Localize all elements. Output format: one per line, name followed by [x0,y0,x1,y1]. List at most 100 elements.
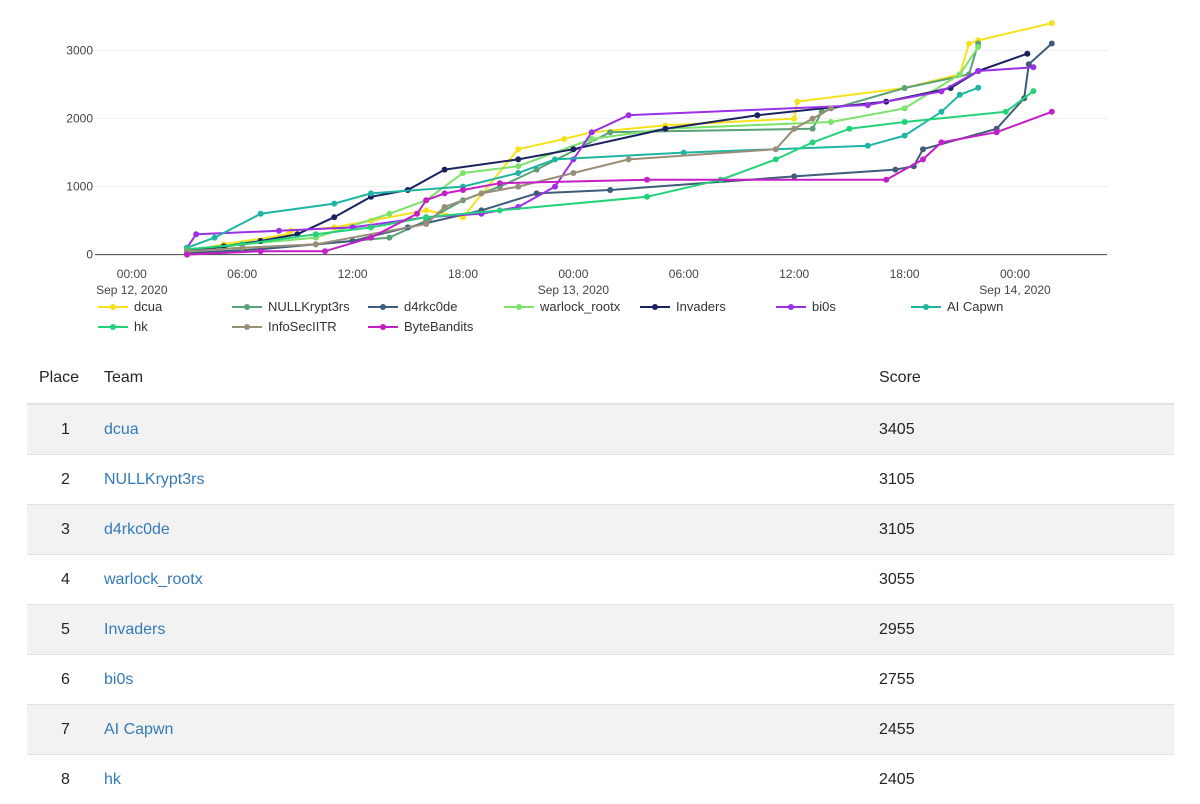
team-link[interactable]: hk [104,771,121,788]
legend-swatch [232,321,262,333]
place-cell: 7 [27,705,104,755]
series-warlock-rootx [184,44,981,255]
data-point [423,214,429,220]
data-point [791,173,797,179]
data-point [828,119,834,125]
team-link[interactable]: d4rkc0de [104,521,170,538]
team-link[interactable]: NULLKrypt3rs [104,471,204,488]
data-point [515,163,521,169]
legend-swatch [911,301,941,313]
data-point [1030,88,1036,94]
legend-swatch-dot [380,304,386,310]
y-tick-label: 3000 [66,44,93,58]
data-point [552,184,558,190]
place-cell: 2 [27,455,104,505]
table-row: 7 AI Capwn 2455 [27,705,1174,755]
x-tick-label: 06:00 [669,267,699,281]
series-line [187,88,978,248]
team-link[interactable]: dcua [104,421,139,438]
data-point [460,170,466,176]
data-point [957,92,963,98]
header-score: Score [879,352,1174,404]
data-point [460,187,466,193]
place-cell: 4 [27,555,104,605]
legend-swatch [776,301,806,313]
data-point [966,41,972,47]
legend-item[interactable]: AI Capwn [911,299,1003,314]
legend-item[interactable]: d4rkc0de [368,299,457,314]
legend-swatch [232,301,262,313]
data-point [258,248,264,254]
legend-swatch-dot [516,304,522,310]
legend-swatch-dot [244,304,250,310]
data-point [810,139,816,145]
data-point [892,167,898,173]
legend-swatch-dot [652,304,658,310]
data-point [414,211,420,217]
data-point [920,146,926,152]
legend-item[interactable]: warlock_rootx [504,299,620,314]
data-point [773,156,779,162]
legend-swatch-dot [244,324,250,330]
data-point [442,167,448,173]
data-point [515,170,521,176]
legend-swatch [98,321,128,333]
team-link[interactable]: Invaders [104,621,165,638]
data-point [938,88,944,94]
legend-label: bi0s [812,299,836,314]
data-point [442,190,448,196]
header-place: Place [27,352,104,404]
data-point [644,177,650,183]
data-point [561,136,567,142]
legend-item[interactable]: InfoSecIITR [232,319,337,334]
data-point [313,231,319,237]
data-point [1049,20,1055,26]
team-cell: dcua [104,404,879,455]
team-cell: bi0s [104,655,879,705]
team-link[interactable]: bi0s [104,671,133,688]
data-point [773,146,779,152]
series-ai-capwn [184,85,981,251]
legend-label: warlock_rootx [540,299,620,314]
data-point [902,119,908,125]
legend-swatch [368,301,398,313]
team-link[interactable]: AI Capwn [104,721,173,738]
legend-item[interactable]: NULLKrypt3rs [232,299,350,314]
legend-swatch-dot [380,324,386,330]
data-point [423,207,429,213]
legend-label: NULLKrypt3rs [268,299,350,314]
legend-item[interactable]: Invaders [640,299,726,314]
score-cell: 2455 [879,705,1174,755]
series-invaders [184,51,1030,255]
data-point [1030,64,1036,70]
data-point [589,129,595,135]
team-link[interactable]: warlock_rootx [104,571,203,588]
score-cell: 3055 [879,555,1174,605]
legend-swatch [98,301,128,313]
data-point [920,156,926,162]
legend-item[interactable]: ByteBandits [368,319,473,334]
team-cell: warlock_rootx [104,555,879,605]
data-point [423,221,429,227]
place-cell: 5 [27,605,104,655]
x-tick-label: 00:00 [1000,267,1030,281]
team-cell: NULLKrypt3rs [104,455,879,505]
data-point [570,146,576,152]
legend-item[interactable]: bi0s [776,299,836,314]
place-cell: 8 [27,755,104,804]
team-cell: Invaders [104,605,879,655]
legend-item[interactable]: hk [98,319,148,334]
x-tick-label: 00:00 [117,267,147,281]
team-cell: d4rkc0de [104,505,879,555]
series-line [187,23,1052,251]
data-point [902,133,908,139]
team-cell: AI Capwn [104,705,879,755]
legend-swatch-dot [788,304,794,310]
data-point [570,170,576,176]
table-row: 1 dcua 3405 [27,404,1174,455]
data-point [322,248,328,254]
legend-item[interactable]: dcua [98,299,162,314]
data-point [515,184,521,190]
data-point [331,201,337,207]
